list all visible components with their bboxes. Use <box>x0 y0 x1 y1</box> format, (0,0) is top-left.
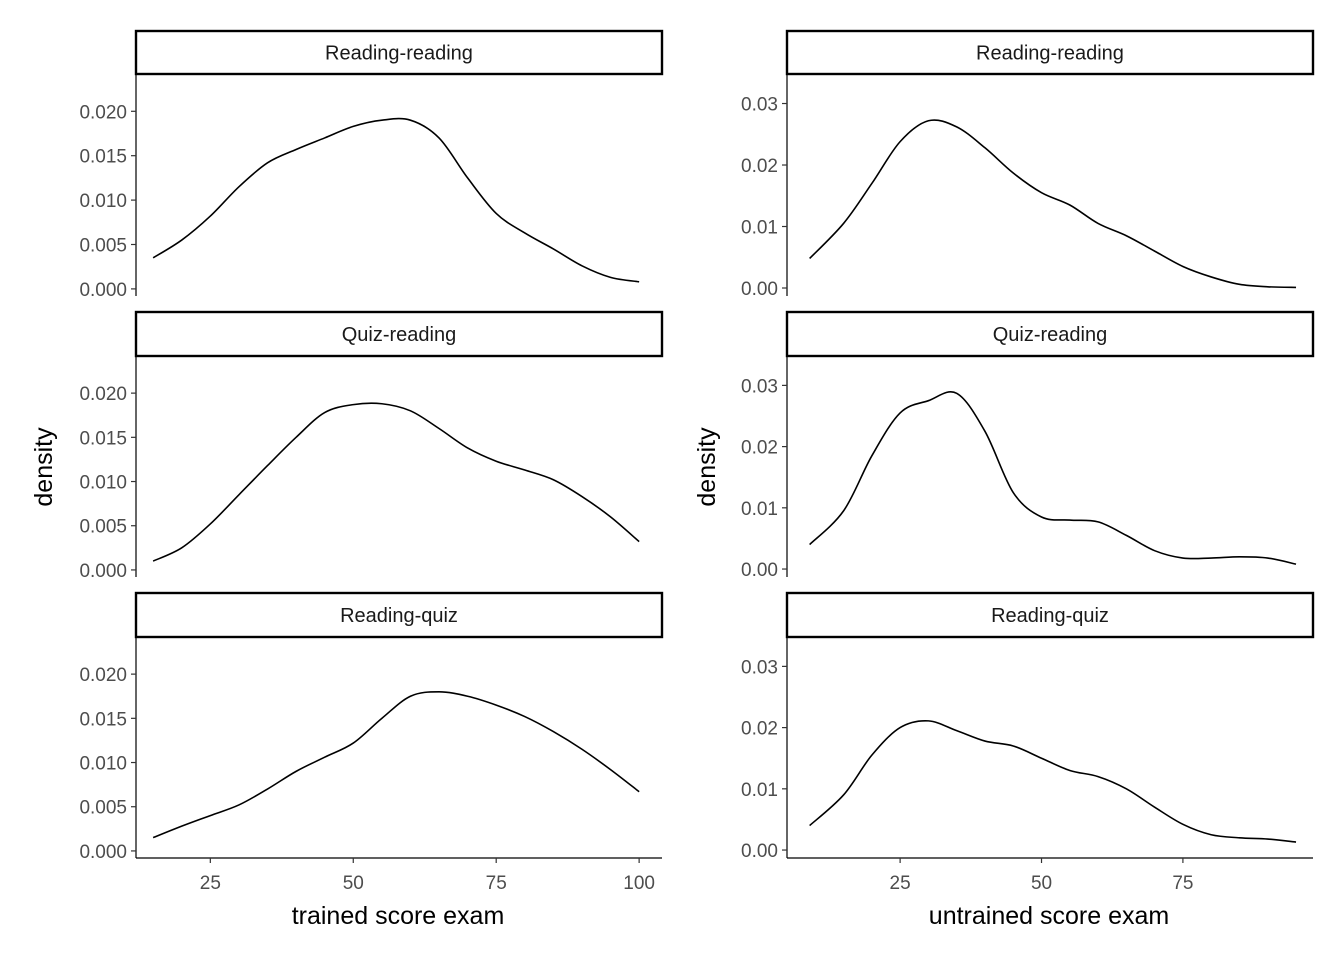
y-tick-label: 0.010 <box>79 191 127 212</box>
panel-reading-reading-untrained: Reading-reading 0.00 0.01 0.02 0.03 <box>741 29 1315 300</box>
y-tick-label: 0.015 <box>79 147 127 168</box>
y-tick-label: 0.02 <box>741 719 778 740</box>
y-tick-label: 0.01 <box>741 780 778 801</box>
facet-strip <box>134 29 664 76</box>
facet-strip-label: Quiz-reading <box>993 324 1108 346</box>
density-curve <box>809 719 1297 843</box>
y-tick-label: 0.02 <box>741 156 778 177</box>
y-tick-label: 0.000 <box>79 842 127 863</box>
panel-reading-reading-trained: Reading-reading 0.000 0.005 0.010 0.015 0.020 <box>79 29 664 301</box>
x-tick-label: 75 <box>486 873 507 894</box>
y-tick-label: 0.020 <box>79 665 127 686</box>
y-tick-label: 0.01 <box>741 218 778 239</box>
panel-quiz-reading-trained: Quiz-reading 0.000 0.005 0.010 0.015 0.020 <box>79 310 664 582</box>
y-tick-label: 0.005 <box>79 517 127 538</box>
y-tick-label: 0.00 <box>741 841 778 862</box>
y-tick-label: 0.03 <box>741 95 778 116</box>
y-tick-label: 0.02 <box>741 438 778 459</box>
facet-strip <box>785 310 1315 358</box>
left-y-axis-title: density <box>30 427 58 507</box>
density-curve <box>152 402 640 562</box>
facet-strip-label: Reading-reading <box>976 43 1124 65</box>
right-y-axis-title: density <box>693 427 721 507</box>
facet-strip-label: Reading-reading <box>325 43 473 65</box>
facet-strip-label: Reading-quiz <box>991 605 1109 627</box>
left-x-axis-title: trained score exam <box>292 902 505 930</box>
x-tick-label: 75 <box>1172 873 1193 894</box>
panel-reading-quiz-trained: Reading-quiz 0.000 0.005 0.010 0.015 0.020 25 5… <box>79 591 664 894</box>
facet-strip <box>785 29 1315 76</box>
facet-strip-label: Quiz-reading <box>342 324 457 346</box>
y-tick-label: 0.005 <box>79 235 127 256</box>
y-tick-label: 0.000 <box>79 280 127 301</box>
y-tick-label: 0.000 <box>79 561 127 582</box>
x-tick-label: 25 <box>200 873 221 894</box>
facet-strip <box>785 591 1315 639</box>
facet-strip <box>134 591 664 639</box>
y-tick-label: 0.020 <box>79 384 127 405</box>
y-tick-label: 0.010 <box>79 754 127 775</box>
right-x-axis-title: untrained score exam <box>929 902 1169 930</box>
x-tick-label: 50 <box>343 873 364 894</box>
x-tick-label: 100 <box>623 873 655 894</box>
y-tick-label: 0.03 <box>741 657 778 678</box>
y-tick-label: 0.010 <box>79 473 127 494</box>
panel-reading-quiz-untrained: Reading-quiz 0.00 0.01 0.02 0.03 25 50 75 <box>741 591 1315 894</box>
density-curve <box>809 391 1297 565</box>
y-tick-label: 0.01 <box>741 499 778 520</box>
facet-strip <box>134 310 664 358</box>
y-tick-label: 0.020 <box>79 102 127 123</box>
density-curve <box>152 691 640 839</box>
density-curve <box>152 117 640 283</box>
panels-group: Reading-reading0.0000.0050.0100.0150.020… <box>79 29 1315 894</box>
x-tick-label: 50 <box>1031 873 1052 894</box>
panel-quiz-reading-untrained: Quiz-reading 0.00 0.01 0.02 0.03 <box>741 310 1315 581</box>
y-tick-label: 0.015 <box>79 428 127 449</box>
y-tick-label: 0.00 <box>741 560 778 581</box>
y-tick-label: 0.03 <box>741 376 778 397</box>
y-tick-label: 0.005 <box>79 798 127 819</box>
density-curve <box>809 119 1297 289</box>
x-tick-label: 25 <box>890 873 911 894</box>
facet-strip-label: Reading-quiz <box>340 605 458 627</box>
y-tick-label: 0.00 <box>741 279 778 300</box>
y-tick-label: 0.015 <box>79 709 127 730</box>
